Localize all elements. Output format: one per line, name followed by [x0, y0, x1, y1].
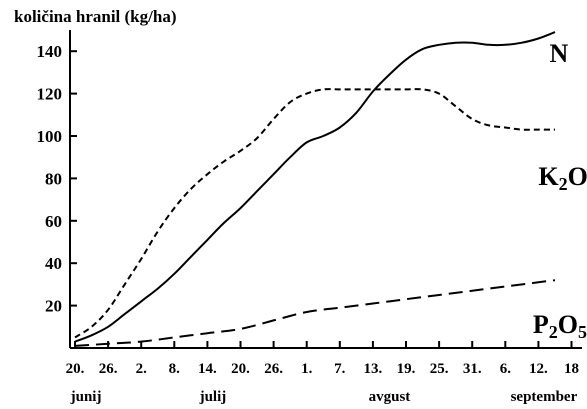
x-tick-label: 18	[564, 361, 579, 377]
month-label: september	[511, 389, 578, 405]
y-tick-label: 80	[45, 169, 62, 188]
series-label-part: N	[549, 39, 568, 68]
x-tick-label: 1.	[301, 361, 313, 377]
series-label-p2o5: P2O5	[533, 310, 587, 342]
x-tick-label: 7.	[334, 361, 346, 377]
y-tick-label: 140	[37, 42, 63, 61]
x-ticks: 20. 26. 2. 8. 14. 20. 26. 1. 7. 13. 19. 25. 31. 6. 12.…	[66, 341, 579, 377]
series-label-n: N	[549, 39, 568, 68]
x-tick-label: 26.	[264, 361, 283, 377]
x-tick-label: 19.	[397, 361, 416, 377]
y-tick-label: 120	[37, 85, 63, 104]
series-label-part: O	[558, 310, 578, 339]
month-label: julij	[199, 389, 227, 405]
x-tick-label: 26.	[99, 361, 118, 377]
series-line-k2o	[74, 88, 555, 339]
series-line-p2o5	[74, 279, 556, 347]
y-axis-label: količina hranil (kg/ha)	[14, 7, 176, 26]
series-label-k2o: K2O	[538, 162, 587, 194]
y-tick-label: 60	[45, 212, 62, 231]
x-tick-label: 31.	[463, 361, 482, 377]
series-label-part: O	[568, 162, 587, 191]
y-ticks: 20 40 60 80 100 120 140	[37, 42, 77, 316]
month-label: junij	[70, 389, 102, 405]
x-tick-label: 12.	[529, 361, 548, 377]
x-tick-label: 20.	[66, 361, 85, 377]
x-tick-label: 20.	[231, 361, 250, 377]
month-label: avgust	[369, 389, 411, 405]
x-tick-label: 14.	[198, 361, 217, 377]
x-tick-label: 6.	[500, 361, 512, 377]
x-tick-label: 2.	[136, 361, 148, 377]
x-tick-label: 25.	[430, 361, 449, 377]
x-tick-label: 8.	[169, 361, 181, 377]
y-tick-label: 100	[37, 127, 63, 146]
month-labels: junij julij avgust september	[70, 389, 578, 405]
y-tick-label: 40	[45, 254, 62, 273]
axes	[69, 30, 582, 349]
series-lines	[74, 31, 556, 347]
x-tick-label: 13.	[364, 361, 383, 377]
series-line-n	[74, 31, 556, 343]
series-label-part: K	[538, 162, 559, 191]
series-label-part: 5	[578, 323, 587, 343]
y-tick-label: 20	[45, 297, 62, 316]
series-label-part: P	[533, 310, 549, 339]
series-label-part: 2	[559, 174, 568, 194]
series-label-part: 2	[549, 323, 558, 343]
